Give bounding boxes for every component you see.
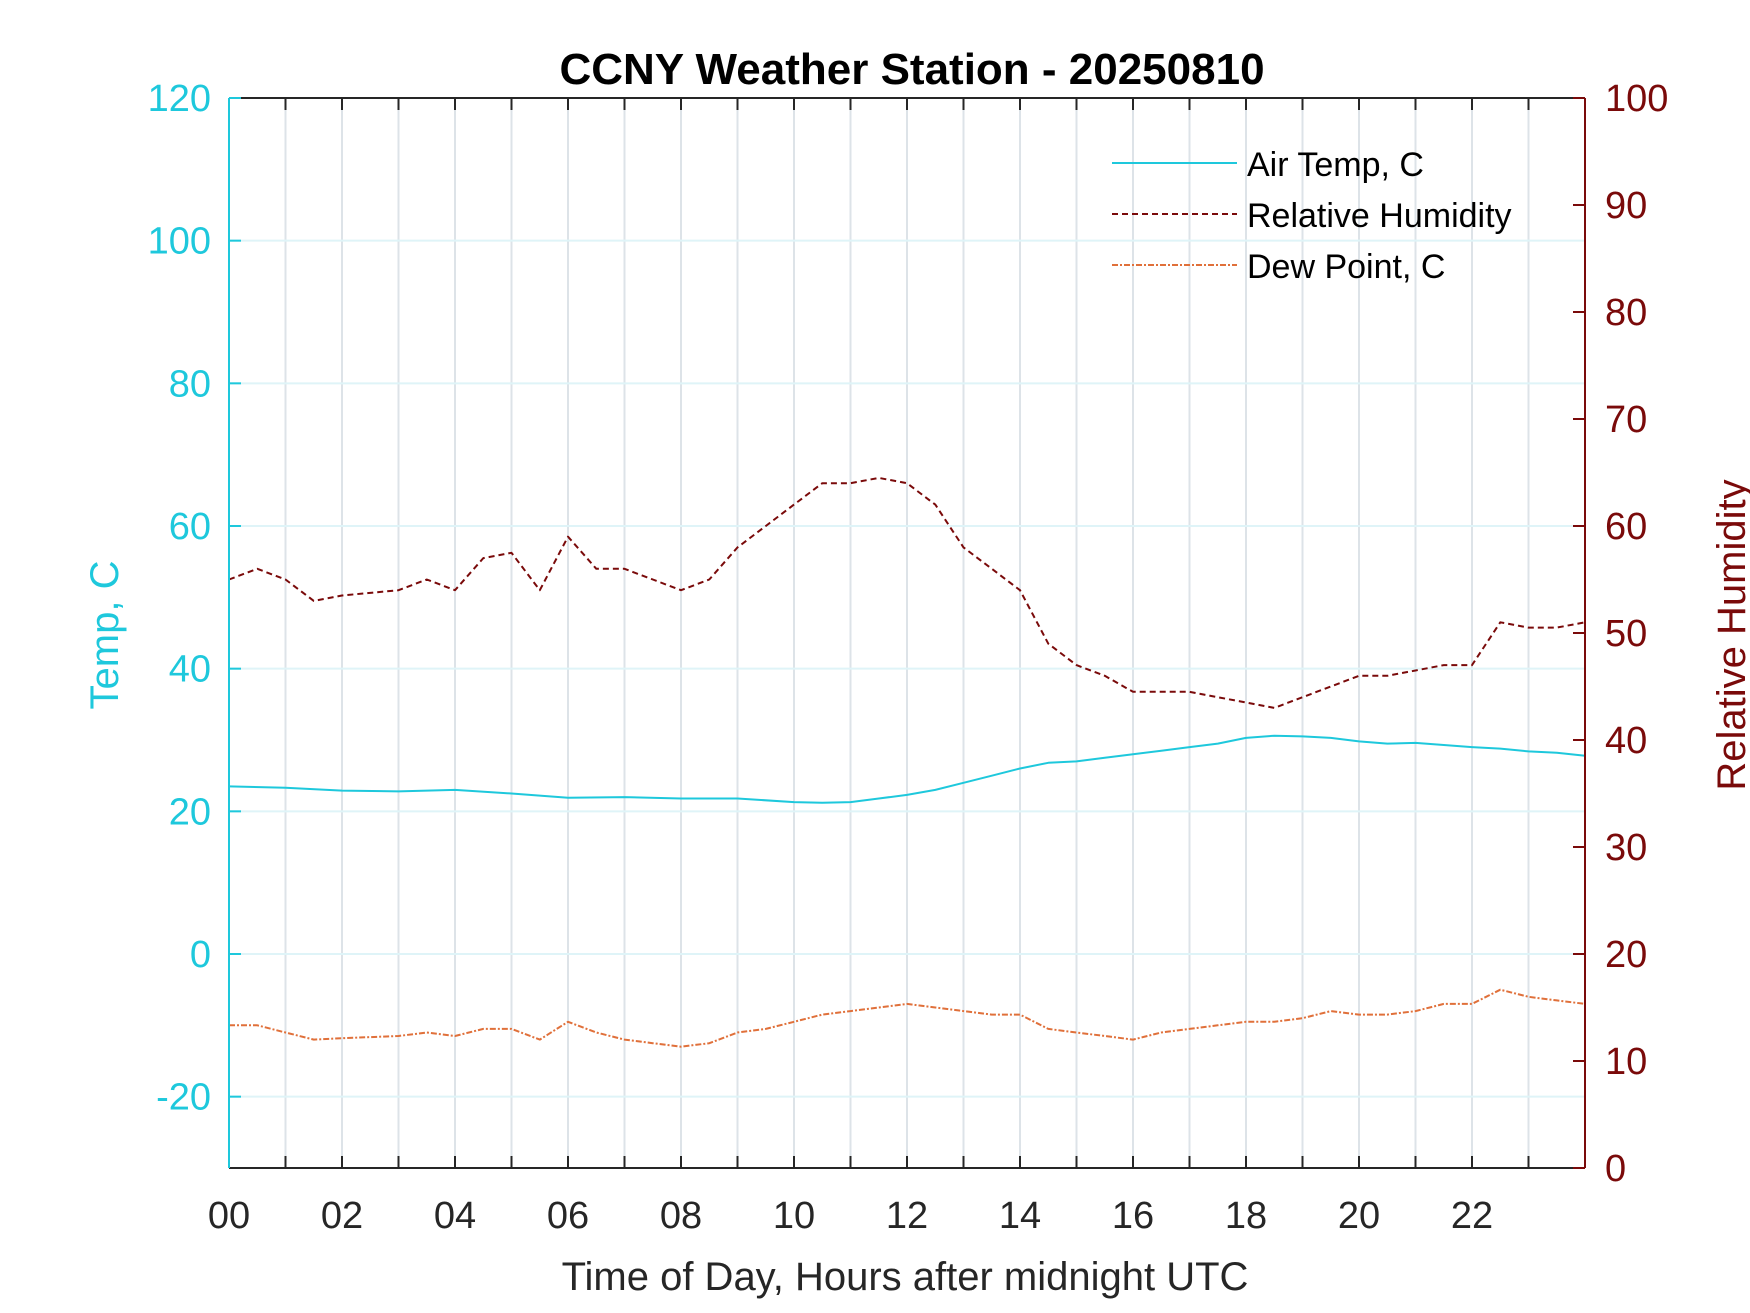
x-tick-label: 16: [1112, 1195, 1154, 1237]
y-axis-right-label: Relative Humidity: [1710, 479, 1750, 790]
x-tick-label: 22: [1451, 1195, 1493, 1237]
x-tick-label: 12: [886, 1195, 928, 1237]
y-right-tick-label: 100: [1605, 78, 1668, 120]
legend-label-air-temp: Air Temp, C: [1247, 146, 1424, 184]
y-left-tick-label: 20: [169, 791, 211, 833]
y-right-tick-label: 10: [1605, 1041, 1647, 1083]
y-right-tick-label: 90: [1605, 185, 1647, 227]
legend-label-dew-point: Dew Point, C: [1247, 248, 1445, 286]
series-line-0: [228, 734, 1586, 804]
y-left-tick-label: 0: [190, 934, 211, 976]
series-line-1: [228, 476, 1586, 709]
y-right-tick-label: 50: [1605, 613, 1647, 655]
x-tick-label: 18: [1225, 1195, 1267, 1237]
x-tick-label: 20: [1338, 1195, 1380, 1237]
y-left-tick-label: 120: [148, 78, 211, 120]
series-line-2: [229, 988, 1586, 1048]
series-lines: [228, 476, 1586, 1048]
y-right-tick-label: 40: [1605, 720, 1647, 762]
y-right-tick-label: 0: [1605, 1148, 1626, 1190]
y-axis-left-label: Temp, C: [83, 561, 127, 710]
x-axis-label: Time of Day, Hours after midnight UTC: [562, 1255, 1249, 1299]
y-right-tick-label: 70: [1605, 399, 1647, 441]
x-tick-label: 00: [208, 1195, 250, 1237]
y-left-tick-label: 40: [169, 649, 211, 691]
x-tick-label: 08: [660, 1195, 702, 1237]
tick-labels: 00 02 04 06 08 10 12 14 16 18 20 22-200204060801001…: [148, 78, 1669, 1237]
x-tick-label: 10: [773, 1195, 815, 1237]
y-left-tick-label: -20: [156, 1077, 211, 1119]
y-right-tick-label: 60: [1605, 506, 1647, 548]
x-tick-label: 14: [999, 1195, 1041, 1237]
x-tick-label: 02: [321, 1195, 363, 1237]
y-right-tick-label: 80: [1605, 292, 1647, 334]
y-left-tick-label: 80: [169, 363, 211, 405]
y-right-tick-label: 30: [1605, 827, 1647, 869]
chart-title: CCNY Weather Station - 20250810: [559, 45, 1264, 94]
y-left-tick-label: 60: [169, 506, 211, 548]
legend-label-humidity: Relative Humidity: [1247, 197, 1512, 235]
axes: [228, 97, 1586, 1169]
y-right-tick-label: 20: [1605, 934, 1647, 976]
y-left-tick-label: 100: [148, 221, 211, 263]
x-tick-label: 04: [434, 1195, 476, 1237]
legend: Air Temp, C Relative Humidity Dew Point,…: [1112, 146, 1512, 286]
grid: [229, 97, 1585, 1168]
x-tick-label: 06: [547, 1195, 589, 1237]
